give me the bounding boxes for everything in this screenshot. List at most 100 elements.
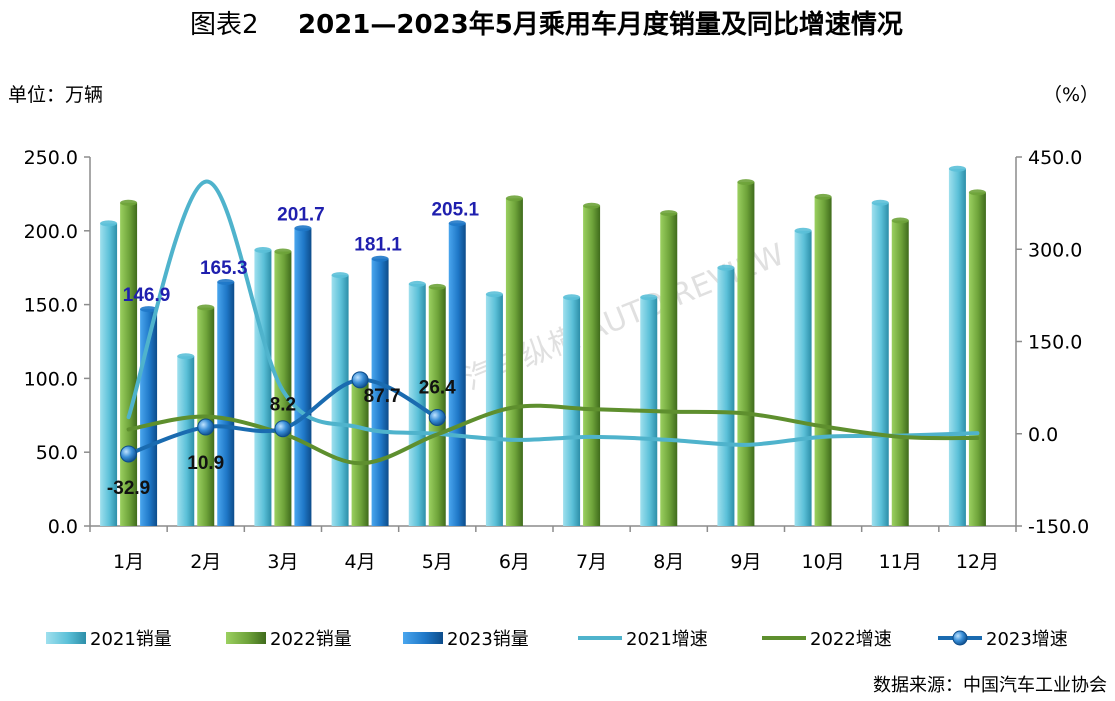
- legend-swatch: [403, 632, 443, 644]
- bar-2021: [331, 275, 349, 526]
- bar-2021: [100, 223, 118, 527]
- unit-right-label: （%）: [1043, 84, 1099, 106]
- bar-2023-cap: [371, 255, 389, 262]
- bar-2021: [254, 249, 272, 526]
- bar-2021-cap: [640, 294, 658, 301]
- bar-2023-cap: [448, 220, 466, 227]
- line-2023-point: [351, 371, 369, 389]
- x-tick-label: 5月: [422, 551, 453, 573]
- bar-2022-cap: [274, 248, 292, 255]
- bar-2023-value-label: 201.7: [277, 204, 325, 225]
- chart-title-prefix: 图表2: [190, 10, 259, 40]
- x-tick-label: 4月: [345, 551, 376, 573]
- y-left-ticks: 0.0 50.0 100.0 150.0 200.0 250.0: [24, 147, 90, 538]
- y-left-tick-label: 100.0: [24, 368, 78, 390]
- x-tick-label: 9月: [730, 551, 761, 573]
- bar-2021-cap: [177, 353, 195, 360]
- legend-item: 2023销量: [403, 629, 529, 650]
- legend-item: 2021增速: [578, 629, 708, 650]
- x-tick-label: 6月: [499, 551, 530, 573]
- legend-label: 2021销量: [90, 629, 172, 650]
- legend-swatch: [46, 632, 86, 644]
- bar-2022-cap: [505, 195, 523, 202]
- bar-2023: [294, 228, 312, 526]
- legend-item: 2022销量: [226, 629, 352, 650]
- bar-2021: [717, 267, 735, 526]
- legend-swatch-dot: [952, 630, 968, 646]
- legend: 2021销量 2022销量 2023销量 2021增速 2022增速 2023增速: [46, 629, 1068, 650]
- bar-2023-value-label: 165.3: [200, 258, 248, 279]
- line-2023-point: [428, 409, 446, 427]
- line-2023-value-label: 8.2: [270, 395, 296, 416]
- bar-2022: [120, 202, 138, 527]
- x-axis-ticks: 1月 2月 3月 4月 5月 6月 7月 8月 9月 10月 11月 12月: [89, 526, 1017, 573]
- bar-2022: [351, 382, 369, 526]
- line-2023-point: [274, 420, 292, 438]
- x-tick-label: 11月: [879, 551, 922, 573]
- bar-2022-cap: [737, 179, 755, 186]
- y-right-tick-label: 0.0: [1028, 424, 1058, 446]
- legend-label: 2023增速: [986, 629, 1068, 650]
- x-tick-label: 8月: [653, 551, 684, 573]
- y-right-tick-label: 150.0: [1028, 332, 1082, 354]
- bar-2023-value-label: 205.1: [431, 199, 479, 220]
- bar-2022: [660, 213, 678, 526]
- y-left-tick-label: 0.0: [48, 516, 78, 538]
- legend-label: 2023销量: [447, 629, 529, 650]
- bar-2021: [948, 168, 966, 527]
- line-2023-point: [197, 418, 215, 436]
- line-series: [120, 179, 980, 466]
- bar-2021-cap: [100, 220, 118, 227]
- y-left-tick-label: 50.0: [36, 442, 78, 464]
- x-tick-label: 7月: [576, 551, 607, 573]
- bar-2023-cap: [140, 306, 158, 313]
- x-tick-label: 1月: [113, 551, 144, 573]
- bar-2022-cap: [814, 193, 832, 200]
- x-tick-label: 10月: [801, 551, 844, 573]
- bar-2023-cap: [294, 225, 312, 232]
- bar-2021: [794, 230, 812, 527]
- y-right-tick-label: 450.0: [1028, 147, 1082, 169]
- y-left-tick-label: 150.0: [24, 295, 78, 317]
- bar-2021-cap: [717, 264, 735, 271]
- bar-2021-cap: [331, 272, 349, 279]
- unit-left-label: 单位：万辆: [8, 84, 103, 106]
- line-2023-value-label: 87.7: [364, 386, 401, 407]
- bar-2022: [505, 198, 523, 526]
- y-left-tick-label: 250.0: [24, 147, 78, 169]
- legend-item: 2021销量: [46, 629, 172, 650]
- bar-2022: [737, 182, 755, 527]
- bar-2022-cap: [197, 304, 215, 311]
- bar-2022-cap: [583, 202, 601, 209]
- x-tick-label: 3月: [267, 551, 298, 573]
- legend-label: 2022增速: [810, 629, 892, 650]
- bar-2021-cap: [794, 227, 812, 234]
- line-2023-value-label: -32.9: [107, 478, 150, 499]
- bar-2022-cap: [120, 199, 138, 206]
- legend-item: 2022增速: [762, 629, 892, 650]
- bar-2023-cap: [217, 279, 235, 286]
- chart-title: 2021—2023年5月乘用车月度销量及同比增速情况: [298, 9, 903, 40]
- bar-2023: [217, 282, 235, 526]
- legend-label: 2021增速: [626, 629, 708, 650]
- bar-2023-value-label: 146.9: [123, 285, 171, 306]
- bar-2021-cap: [408, 280, 426, 287]
- bar-2022-cap: [660, 210, 678, 217]
- legend-swatch: [226, 632, 266, 644]
- line-2023-value-label: 10.9: [187, 453, 224, 474]
- bar-2022: [583, 205, 601, 526]
- bar-2021-cap: [871, 199, 889, 206]
- bar-2021-cap: [563, 294, 581, 301]
- x-tick-label: 2月: [190, 551, 221, 573]
- bar-2022-cap: [428, 283, 446, 290]
- line-2023-value-label: 26.4: [419, 378, 456, 399]
- data-labels: 146.9 165.3 201.7 181.1 205.1 -32.9 10.9 8.2 87.…: [107, 199, 480, 499]
- y-right-tick-label: -150.0: [1028, 516, 1089, 538]
- bar-2022: [428, 286, 446, 526]
- bar-2023-value-label: 181.1: [354, 235, 402, 256]
- bar-2021: [871, 202, 889, 527]
- line-2023-point: [120, 445, 138, 463]
- bar-2022-cap: [968, 189, 986, 196]
- legend-item: 2023增速: [938, 629, 1068, 650]
